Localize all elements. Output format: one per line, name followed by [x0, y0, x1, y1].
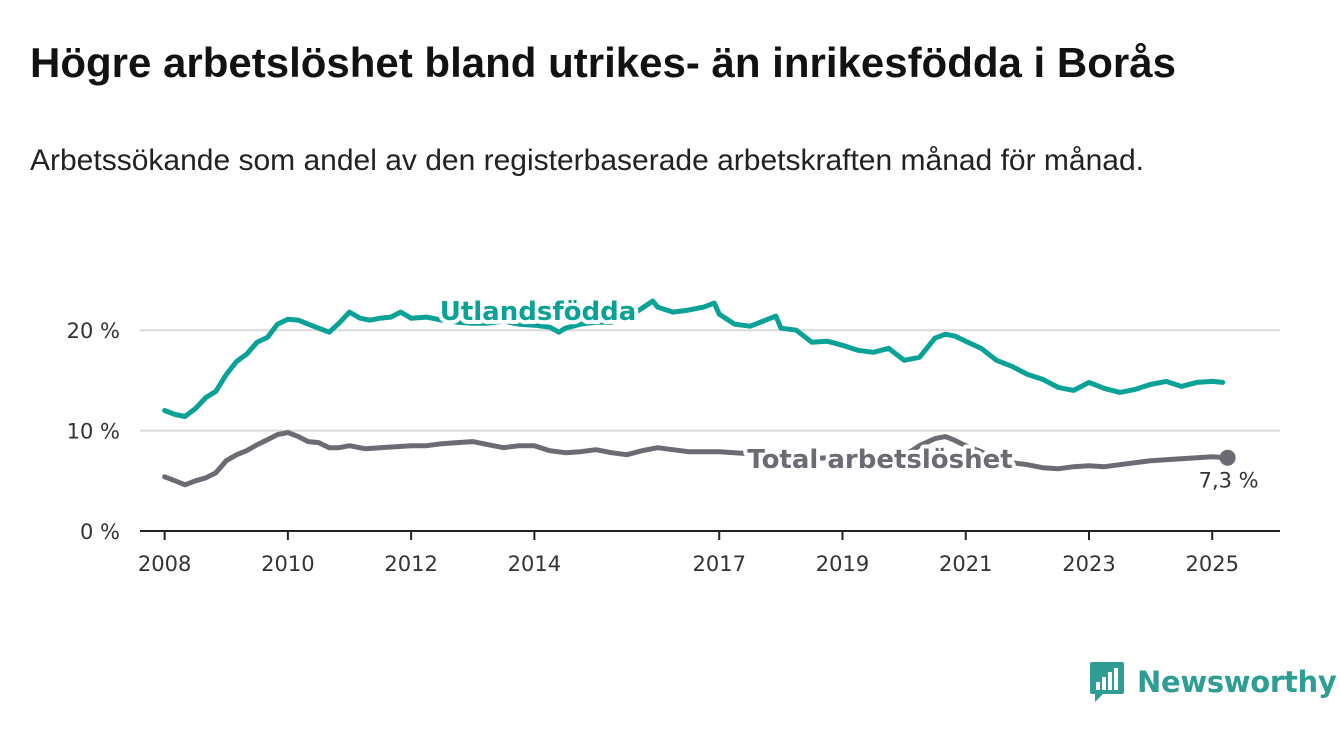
series-label-utlandsfodda: Utlandsfödda	[440, 297, 637, 327]
x-axis-ticks: 2008 2010 2012 2014 2017 2019 2021 2023 2025	[138, 531, 1239, 576]
y-tick-label: 10 %	[67, 420, 120, 444]
chart-title: Högre arbetslöshet bland utrikes- än inr…	[30, 39, 1176, 86]
x-tick-label: 2008	[138, 552, 191, 576]
series-lines	[162, 298, 1236, 488]
x-tick-label: 2019	[816, 552, 869, 576]
series-line-total	[162, 430, 1231, 488]
newsworthy-logo-icon	[1090, 662, 1124, 702]
gridlines	[140, 329, 1280, 432]
x-tick-label: 2017	[693, 552, 746, 576]
x-tick-label: 2021	[939, 552, 992, 576]
x-tick-label: 2023	[1062, 552, 1115, 576]
last-value-marker	[1219, 449, 1236, 466]
y-tick-label: 0 %	[80, 520, 120, 544]
y-tick-label: 20 %	[67, 319, 120, 343]
last-value-label: 7,3 %	[1199, 469, 1259, 493]
series-labels: 7,3 % Utlandsfödda Total arbetslöshet	[436, 293, 1259, 493]
brand-name: Newsworthy	[1137, 665, 1337, 699]
x-tick-label: 2014	[508, 552, 561, 576]
y-axis-ticks: 0 % 10 % 20 %	[67, 319, 120, 544]
newsworthy-logo: Newsworthy	[1089, 660, 1337, 704]
series-label-total: Total arbetslöshet	[747, 445, 1012, 475]
series-line-utlandsfodda	[162, 298, 1226, 419]
x-tick-label: 2010	[261, 552, 314, 576]
x-tick-label: 2025	[1185, 552, 1238, 576]
line-chart: 0 % 10 % 20 % 2008 2010 2012 2014 2017 2019 2021…	[66, 293, 1280, 576]
x-tick-label: 2012	[384, 552, 437, 576]
chart-subtitle: Arbetssökande som andel av den registerb…	[30, 144, 1144, 177]
